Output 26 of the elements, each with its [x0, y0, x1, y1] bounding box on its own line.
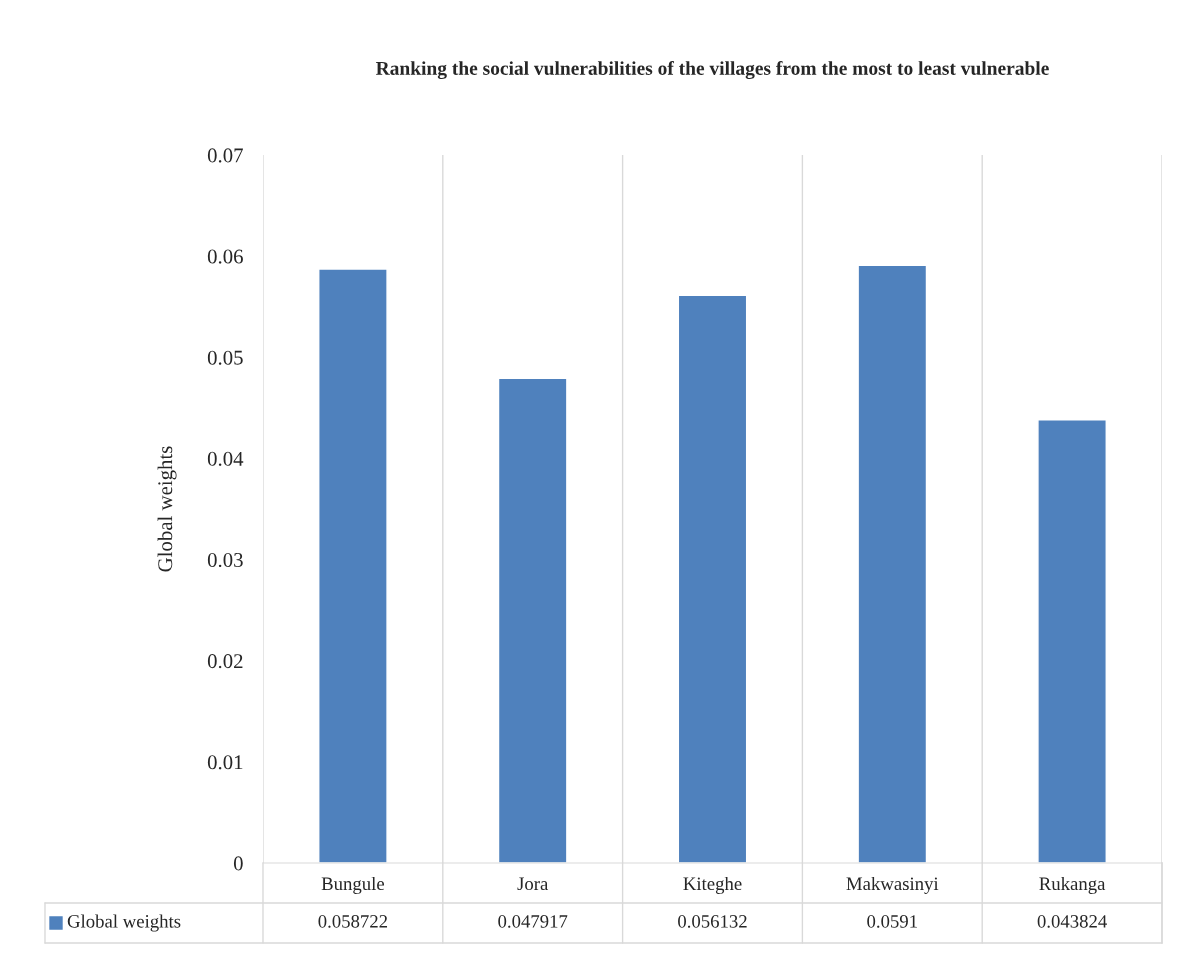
data-label: 0.047917: [498, 915, 568, 928]
y-tick-label: 0.04: [207, 451, 244, 466]
data-label: 0.043824: [1037, 915, 1107, 928]
y-tick-label: 0.01: [207, 755, 243, 770]
x-tick-label: Jora: [517, 877, 549, 891]
y-tick-label: 0.05: [207, 350, 243, 365]
y-tick-label: 0.02: [207, 654, 243, 669]
bar: [857, 264, 928, 863]
legend-label: Global weights: [67, 914, 181, 932]
bar: [497, 377, 568, 863]
x-tick-label: Makwasinyi: [846, 876, 939, 894]
data-label: 0.0591: [867, 915, 917, 928]
chart-title: Ranking the social vulnerabilities of the villages from the most to least vulnerable: [375, 61, 1049, 79]
y-tick-label: 0.06: [207, 249, 243, 264]
y-axis-title: Global weights: [157, 446, 177, 572]
y-tick-label: 0: [233, 856, 243, 871]
data-label: 0.056132: [678, 915, 747, 928]
data-label: 0.058722: [318, 915, 388, 928]
bar: [1037, 419, 1107, 863]
y-tick-label: 0.07: [207, 148, 243, 163]
bar: [318, 268, 388, 863]
x-tick-label: Bungule: [321, 876, 385, 894]
bar: [677, 294, 748, 863]
x-tick-label: Kiteghe: [683, 876, 742, 894]
y-tick-label: 0.03: [207, 552, 243, 568]
x-tick-label: Rukanga: [1039, 876, 1106, 894]
